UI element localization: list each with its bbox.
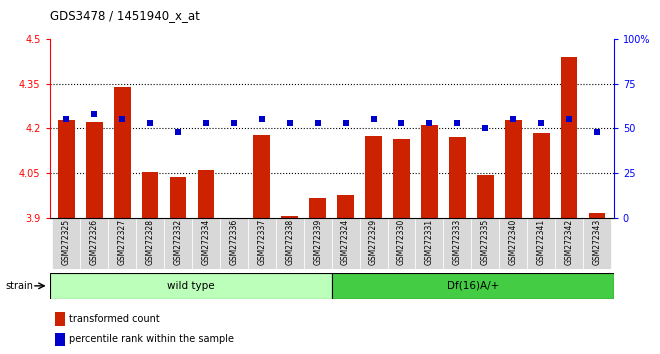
Text: GSM272339: GSM272339: [314, 219, 322, 266]
Point: [201, 120, 211, 126]
Text: wild type: wild type: [167, 281, 214, 291]
Text: GDS3478 / 1451940_x_at: GDS3478 / 1451940_x_at: [50, 9, 199, 22]
Point: [312, 120, 323, 126]
Text: GSM272342: GSM272342: [564, 219, 574, 266]
Bar: [81, 218, 108, 269]
Text: GSM272332: GSM272332: [174, 219, 183, 266]
Text: GSM272329: GSM272329: [369, 219, 378, 266]
Bar: [337, 195, 354, 218]
Bar: [50, 273, 331, 299]
Text: GSM272336: GSM272336: [230, 219, 238, 266]
Point: [508, 116, 519, 122]
Text: GSM272325: GSM272325: [62, 219, 71, 266]
Text: GSM272331: GSM272331: [425, 219, 434, 266]
Bar: [360, 218, 387, 269]
Bar: [192, 218, 220, 269]
Bar: [421, 125, 438, 218]
Bar: [331, 218, 360, 269]
Bar: [197, 170, 215, 218]
Bar: [164, 218, 192, 269]
Bar: [114, 87, 131, 218]
Point: [536, 120, 546, 126]
Bar: [304, 218, 331, 269]
Point: [592, 129, 603, 135]
Text: Df(16)A/+: Df(16)A/+: [447, 281, 499, 291]
Bar: [52, 218, 81, 269]
Bar: [533, 133, 550, 218]
Bar: [220, 218, 248, 269]
Bar: [477, 175, 494, 218]
Point: [452, 120, 463, 126]
Point: [173, 129, 183, 135]
Text: GSM272341: GSM272341: [537, 219, 546, 266]
Bar: [142, 172, 158, 218]
Point: [61, 116, 71, 122]
Text: GSM272326: GSM272326: [90, 219, 99, 266]
Bar: [449, 137, 466, 218]
Bar: [310, 198, 326, 218]
Text: percentile rank within the sample: percentile rank within the sample: [69, 335, 234, 344]
Bar: [86, 122, 102, 218]
Text: GSM272338: GSM272338: [285, 219, 294, 266]
Point: [396, 120, 407, 126]
Bar: [170, 177, 186, 218]
Text: GSM272335: GSM272335: [480, 219, 490, 266]
Point: [228, 120, 239, 126]
Point: [284, 120, 295, 126]
Text: GSM272327: GSM272327: [117, 219, 127, 266]
Bar: [136, 218, 164, 269]
Text: GSM272328: GSM272328: [146, 219, 154, 265]
Point: [145, 120, 155, 126]
Point: [368, 116, 379, 122]
Bar: [444, 218, 471, 269]
Point: [117, 116, 127, 122]
Bar: [331, 273, 614, 299]
Bar: [589, 213, 605, 218]
Text: GSM272337: GSM272337: [257, 219, 267, 266]
Bar: [108, 218, 136, 269]
Bar: [248, 218, 276, 269]
Bar: [505, 120, 521, 218]
Bar: [561, 57, 578, 218]
Text: GSM272334: GSM272334: [201, 219, 211, 266]
Text: GSM272333: GSM272333: [453, 219, 462, 266]
Text: GSM272343: GSM272343: [593, 219, 601, 266]
Bar: [365, 136, 382, 218]
Bar: [393, 139, 410, 218]
Bar: [253, 135, 270, 218]
Bar: [583, 218, 611, 269]
Bar: [281, 216, 298, 218]
Bar: [55, 333, 65, 346]
Text: GSM272340: GSM272340: [509, 219, 517, 266]
Point: [89, 111, 100, 117]
Point: [257, 116, 267, 122]
Point: [564, 116, 574, 122]
Text: strain: strain: [5, 281, 33, 291]
Bar: [387, 218, 415, 269]
Text: GSM272330: GSM272330: [397, 219, 406, 266]
Point: [480, 126, 490, 131]
Bar: [415, 218, 444, 269]
Bar: [58, 120, 75, 218]
Point: [424, 120, 435, 126]
Bar: [555, 218, 583, 269]
Bar: [471, 218, 499, 269]
Bar: [499, 218, 527, 269]
Bar: [276, 218, 304, 269]
Text: transformed count: transformed count: [69, 314, 160, 324]
Bar: [55, 312, 65, 326]
Point: [341, 120, 351, 126]
Text: GSM272324: GSM272324: [341, 219, 350, 266]
Bar: [527, 218, 555, 269]
